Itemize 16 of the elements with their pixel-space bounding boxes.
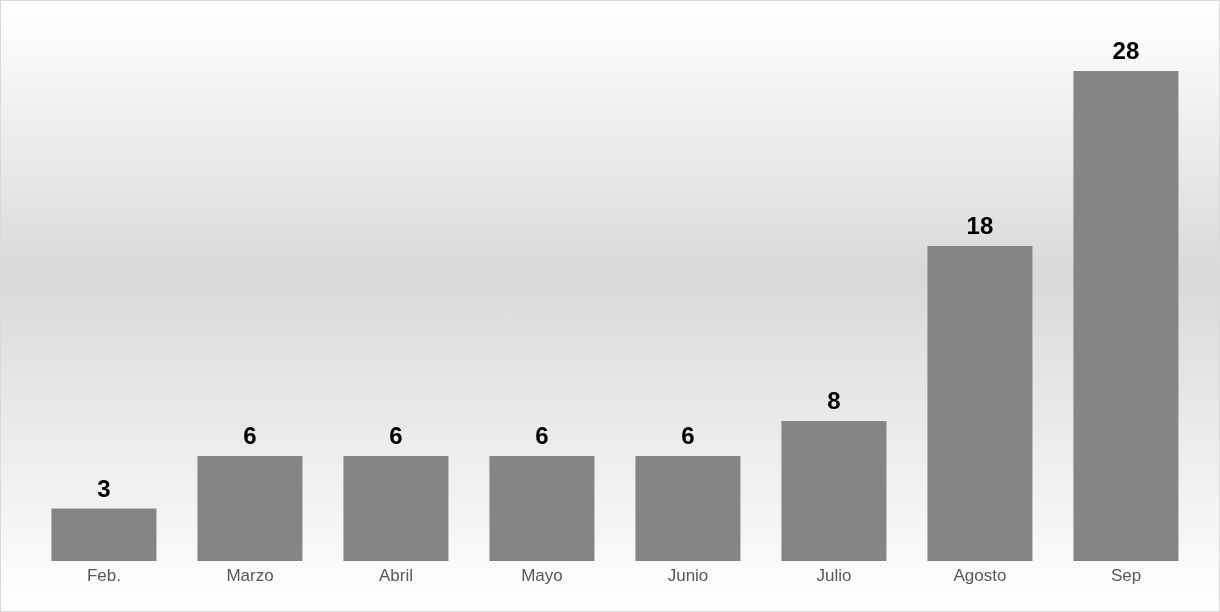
x-tick-label: Julio xyxy=(816,566,852,586)
x-tick-label: Feb. xyxy=(86,566,122,586)
x-tick-label: Sep xyxy=(1110,566,1142,586)
data-label: 18 xyxy=(966,212,994,239)
data-label: 6 xyxy=(243,422,257,449)
data-label: 8 xyxy=(827,387,841,414)
data-label: 6 xyxy=(535,422,549,449)
x-tick-label: Junio xyxy=(667,566,709,586)
x-tick-label: Marzo xyxy=(226,566,274,586)
x-tick-label: Agosto xyxy=(953,566,1007,586)
data-label: 3 xyxy=(97,474,111,502)
x-tick-label: Mayo xyxy=(521,566,563,586)
x-tick-label: Abril xyxy=(378,566,414,586)
data-label: 6 xyxy=(389,422,403,449)
data-label: 28 xyxy=(1112,37,1140,64)
data-label: 6 xyxy=(681,422,695,449)
